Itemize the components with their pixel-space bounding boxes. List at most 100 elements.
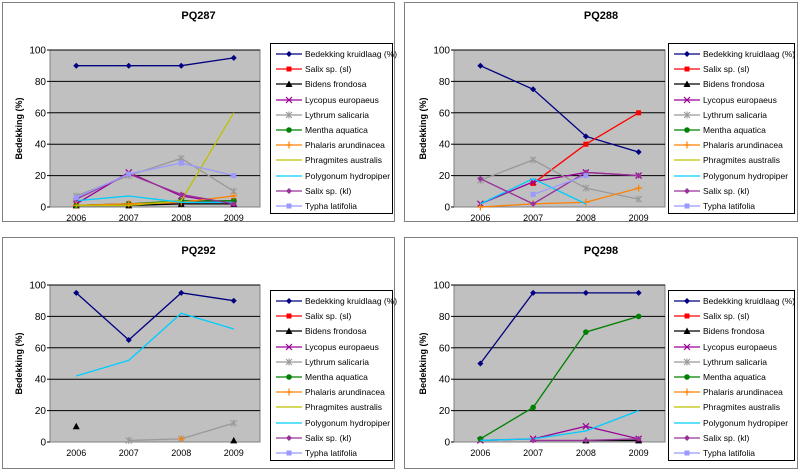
data-point bbox=[583, 329, 589, 335]
x-tick-label: 2008 bbox=[171, 213, 191, 221]
legend-item: Salix sp. (sl) bbox=[669, 62, 794, 76]
legend-swatch bbox=[674, 313, 700, 319]
legend-label: Polygonum hydropiper bbox=[703, 170, 789, 181]
legend-swatch bbox=[674, 421, 700, 424]
data-point bbox=[230, 192, 238, 200]
legend-marker bbox=[286, 203, 292, 209]
legend-swatch bbox=[674, 298, 700, 304]
data-point bbox=[530, 404, 536, 411]
legend-item: Bedekking kruidlaag (%) bbox=[271, 294, 397, 308]
legend-marker bbox=[285, 343, 293, 351]
legend-marker bbox=[285, 358, 293, 366]
x-tick-label: 2008 bbox=[576, 213, 596, 221]
legend-marker bbox=[286, 374, 292, 380]
legend-item: Salix sp. (sl) bbox=[669, 309, 794, 323]
legend-swatch bbox=[276, 66, 302, 72]
legend-item: Phalaris arundinacea bbox=[669, 385, 794, 399]
y-tick-label: 20 bbox=[439, 406, 451, 417]
legend-marker bbox=[684, 127, 690, 133]
legend-swatch bbox=[674, 358, 700, 366]
legend-marker bbox=[285, 96, 293, 104]
series-1 bbox=[530, 110, 642, 186]
legend-item: Polygonum hydropiper bbox=[669, 169, 794, 183]
legend-item: Typha latifolia bbox=[669, 199, 794, 213]
legend-swatch bbox=[276, 388, 302, 396]
data-point bbox=[530, 437, 537, 444]
legend-swatch bbox=[276, 80, 302, 88]
plot-area bbox=[453, 49, 666, 208]
chart-legend: Bedekking kruidlaag (%) Salix sp. (sl) Bid… bbox=[668, 290, 795, 462]
legend-marker bbox=[684, 298, 690, 304]
data-point bbox=[125, 336, 132, 343]
series-line bbox=[480, 315, 639, 440]
legend-swatch bbox=[276, 187, 302, 194]
data-point bbox=[230, 419, 238, 427]
legend-item: Mentha aquatica bbox=[271, 123, 392, 137]
series-line bbox=[480, 159, 639, 200]
legend-item: Bedekking kruidlaag (%) bbox=[669, 294, 795, 308]
legend-marker bbox=[286, 313, 292, 319]
legend-item: Lycopus europaeus bbox=[669, 340, 794, 354]
legend-label: Phalaris arundinacea bbox=[703, 387, 783, 398]
x-tick-label: 2007 bbox=[119, 448, 139, 458]
series-0 bbox=[477, 289, 642, 367]
series-line bbox=[76, 112, 235, 207]
x-tick-label: 2008 bbox=[171, 448, 191, 458]
legend-label: Bidens frondosa bbox=[703, 326, 765, 337]
y-axis-label: Bedekking (%) bbox=[418, 97, 428, 159]
legend-item: Mentha aquatica bbox=[271, 370, 392, 384]
legend-swatch bbox=[276, 159, 302, 162]
legend-swatch bbox=[276, 51, 302, 57]
legend-label: Typha latifolia bbox=[305, 448, 357, 458]
legend-label: Polygonum hydropiper bbox=[703, 417, 789, 428]
legend-label: Lythrum salicaria bbox=[305, 109, 369, 120]
legend-marker bbox=[286, 434, 292, 441]
legend-marker bbox=[684, 51, 690, 57]
y-tick-label: 20 bbox=[35, 171, 47, 182]
legend-marker bbox=[683, 343, 691, 351]
legend-marker bbox=[285, 80, 293, 88]
legend-label: Typha latifolia bbox=[703, 201, 755, 211]
legend-label: Lythrum salicaria bbox=[703, 109, 767, 120]
series-8 bbox=[480, 409, 639, 442]
data-point bbox=[231, 173, 237, 179]
data-point bbox=[126, 171, 132, 177]
series-line bbox=[480, 187, 639, 208]
series-0 bbox=[73, 54, 237, 69]
legend-swatch bbox=[276, 343, 302, 351]
data-point bbox=[230, 436, 238, 444]
chart-svg: 0 20 40 60 80 100 2006 2007 2008 2009 Bedekking (%… bbox=[418, 281, 666, 458]
legend-label: Salix sp. (kl) bbox=[703, 185, 750, 196]
legend-swatch bbox=[276, 127, 302, 133]
legend-item: Lythrum salicaria bbox=[271, 108, 392, 122]
legend-label: Bidens frondosa bbox=[703, 79, 765, 90]
series-line bbox=[75, 173, 234, 205]
chart-legend: Bedekking kruidlaag (%) Salix sp. (sl) Bid… bbox=[270, 290, 397, 462]
legend-item: Salix sp. (kl) bbox=[669, 184, 794, 198]
legend-marker bbox=[286, 187, 292, 194]
series-0 bbox=[73, 289, 237, 343]
y-tick-label: 40 bbox=[439, 140, 451, 151]
legend-label: Lythrum salicaria bbox=[305, 356, 369, 367]
legend-item: Bidens frondosa bbox=[669, 77, 794, 91]
series-2 bbox=[72, 422, 238, 444]
y-tick-label: 60 bbox=[35, 108, 47, 119]
legend-marker bbox=[285, 141, 293, 149]
y-tick-label: 20 bbox=[35, 406, 47, 417]
data-point bbox=[178, 191, 185, 198]
y-tick-label: 100 bbox=[29, 46, 46, 57]
plot-area bbox=[49, 284, 261, 443]
legend-marker bbox=[684, 187, 690, 194]
chart-title: PQ288 bbox=[583, 10, 619, 22]
data-point bbox=[530, 191, 536, 197]
legend-label: Phragmites australis bbox=[703, 402, 781, 413]
chart-panel-pq287: 0 20 40 60 80 100 2006 2007 2008 2009 Bedekking (%… bbox=[2, 2, 397, 222]
data-point bbox=[178, 289, 185, 296]
legend-item: Polygonum hydropiper bbox=[271, 169, 392, 183]
legend-label: Phalaris arundinacea bbox=[305, 140, 385, 151]
y-tick-label: 80 bbox=[35, 312, 47, 323]
y-axis-label: Bedekking (%) bbox=[14, 332, 24, 394]
legend-marker bbox=[286, 66, 292, 72]
data-point bbox=[583, 173, 589, 179]
legend-item: Lythrum salicaria bbox=[669, 355, 794, 369]
